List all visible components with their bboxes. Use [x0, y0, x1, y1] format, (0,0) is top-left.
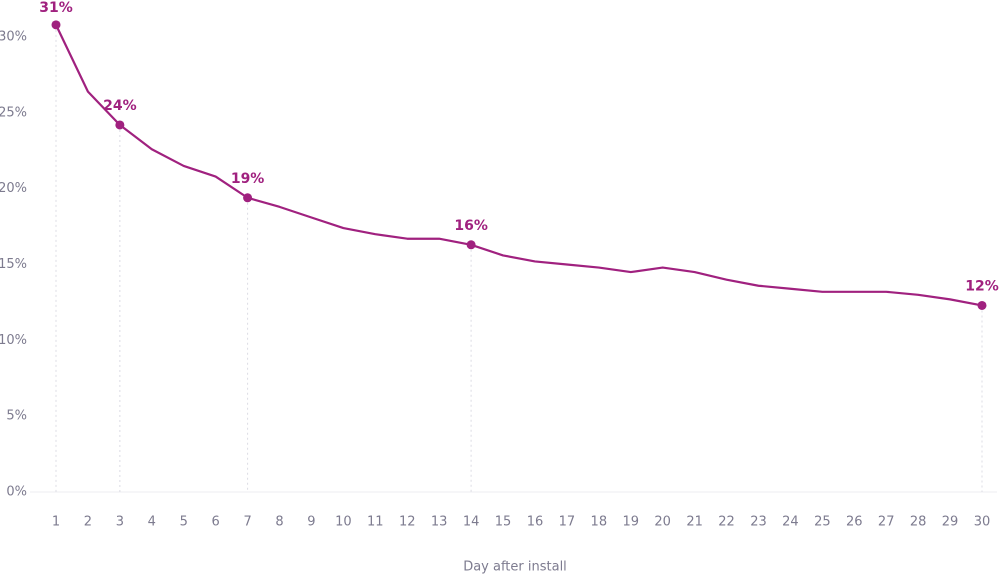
- x-tick-label: 29: [942, 515, 959, 530]
- x-tick-label: 22: [718, 515, 735, 530]
- x-tick-label: 28: [910, 515, 927, 530]
- point: [243, 193, 253, 203]
- x-tick-label: 18: [591, 515, 608, 530]
- x-tick-label: 26: [846, 515, 863, 530]
- x-tick-label: 3: [116, 515, 124, 530]
- x-tick-label: 24: [782, 515, 799, 530]
- x-tick-label: 13: [431, 515, 448, 530]
- y-tick-label: 30%: [0, 30, 27, 45]
- x-tick-label: 7: [243, 515, 251, 530]
- x-tick-label: 23: [750, 515, 767, 530]
- y-tick-label: 25%: [0, 105, 27, 120]
- y-tick-label: 10%: [0, 333, 27, 348]
- point: [115, 120, 125, 130]
- x-tick-label: 20: [654, 515, 671, 530]
- value-label: 24%: [103, 98, 137, 114]
- line: [55, 24, 983, 307]
- x-tick-label: 2: [84, 515, 92, 530]
- x-tick-label: 12: [399, 515, 416, 530]
- x-tick-label: 19: [622, 515, 639, 530]
- x-tick-label: 14: [463, 515, 480, 530]
- y-tick-label: 0%: [6, 485, 27, 500]
- value-label: 19%: [231, 171, 265, 187]
- x-tick-label: 27: [878, 515, 895, 530]
- y-tick-label: 15%: [0, 257, 27, 272]
- y-tick-label: 5%: [6, 409, 27, 424]
- value-label: 12%: [965, 278, 999, 294]
- x-tick-label: 11: [367, 515, 384, 530]
- point: [977, 300, 987, 310]
- value-label: 16%: [454, 218, 488, 234]
- x-tick-label: 15: [495, 515, 512, 530]
- x-tick-label: 8: [275, 515, 283, 530]
- point: [51, 20, 61, 30]
- x-tick-label: 21: [686, 515, 703, 530]
- x-tick-label: 5: [180, 515, 188, 530]
- x-tick-label: 4: [148, 515, 156, 530]
- x-tick-label: 10: [335, 515, 352, 530]
- x-tick-label: 9: [307, 515, 315, 530]
- y-tick-label: 20%: [0, 181, 27, 196]
- x-tick-label: 25: [814, 515, 831, 530]
- x-axis-title: Day after install: [463, 560, 567, 575]
- x-tick-label: 6: [212, 515, 220, 530]
- x-tick-label: 16: [527, 515, 544, 530]
- point: [466, 240, 476, 250]
- x-tick-label: 17: [559, 515, 576, 530]
- value-label: 31%: [39, 0, 73, 16]
- x-tick-label: 30: [974, 515, 991, 530]
- x-tick-label: 1: [52, 515, 60, 530]
